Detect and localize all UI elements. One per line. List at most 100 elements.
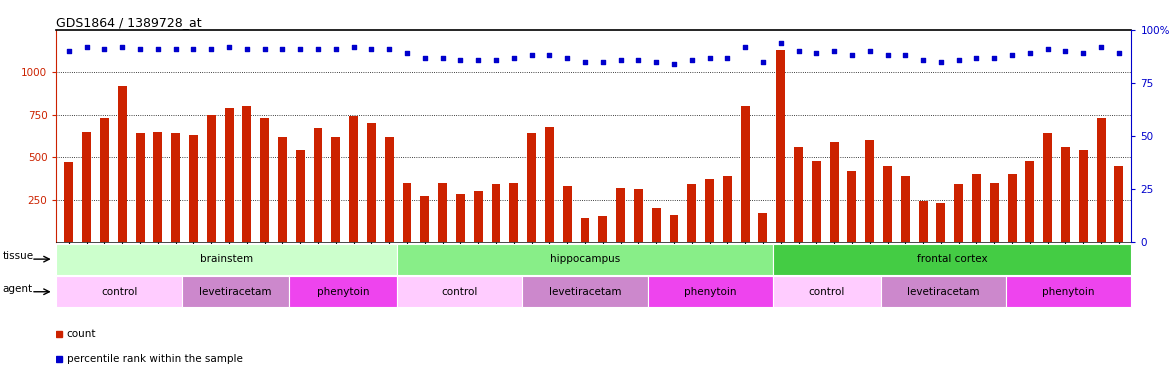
Point bbox=[861, 48, 880, 54]
Bar bbox=[687, 184, 696, 242]
Point bbox=[308, 46, 327, 52]
Bar bbox=[544, 127, 554, 242]
Bar bbox=[741, 106, 749, 242]
Point bbox=[433, 54, 452, 60]
Point bbox=[345, 44, 363, 50]
Text: agent: agent bbox=[2, 284, 33, 294]
Point bbox=[113, 44, 132, 50]
Point bbox=[754, 59, 773, 65]
Bar bbox=[883, 166, 891, 242]
Bar bbox=[522, 276, 648, 307]
Point bbox=[238, 46, 256, 52]
Bar bbox=[901, 176, 910, 242]
Bar bbox=[616, 188, 624, 242]
Bar bbox=[242, 106, 252, 242]
Bar bbox=[349, 117, 358, 242]
Point bbox=[522, 53, 541, 58]
Bar bbox=[973, 174, 981, 242]
Bar bbox=[456, 194, 465, 242]
Bar bbox=[385, 137, 394, 242]
Bar bbox=[1005, 276, 1131, 307]
Point bbox=[842, 53, 861, 58]
Bar bbox=[396, 276, 522, 307]
Point bbox=[789, 48, 808, 54]
Bar bbox=[918, 201, 928, 242]
Bar bbox=[830, 142, 838, 242]
Bar bbox=[634, 189, 643, 242]
Point bbox=[717, 54, 736, 60]
Text: levetiracetam: levetiracetam bbox=[200, 287, 272, 297]
Point bbox=[452, 57, 470, 63]
Point bbox=[594, 59, 613, 65]
Point bbox=[397, 50, 416, 56]
Point bbox=[505, 54, 523, 60]
Point bbox=[949, 57, 968, 63]
Point bbox=[736, 44, 755, 50]
Point bbox=[914, 57, 933, 63]
Point bbox=[148, 46, 167, 52]
Point bbox=[1056, 48, 1075, 54]
Bar bbox=[599, 216, 607, 242]
Point bbox=[896, 53, 915, 58]
Point bbox=[967, 54, 985, 60]
Bar bbox=[367, 123, 376, 242]
Text: percentile rank within the sample: percentile rank within the sample bbox=[67, 354, 242, 364]
Bar bbox=[990, 183, 998, 242]
Bar bbox=[773, 244, 1131, 274]
Bar bbox=[296, 150, 305, 242]
Text: GDS1864 / 1389728_at: GDS1864 / 1389728_at bbox=[56, 16, 202, 29]
Point bbox=[273, 46, 292, 52]
Bar bbox=[65, 162, 73, 242]
Bar bbox=[581, 218, 589, 242]
Bar bbox=[82, 132, 92, 242]
Bar bbox=[652, 208, 661, 242]
Bar bbox=[182, 276, 289, 307]
Point bbox=[1003, 53, 1022, 58]
Text: phenytoin: phenytoin bbox=[684, 287, 736, 297]
Bar bbox=[56, 276, 182, 307]
Point bbox=[700, 54, 719, 60]
Bar bbox=[848, 171, 856, 242]
Bar bbox=[118, 86, 127, 242]
Text: brainstem: brainstem bbox=[200, 254, 253, 264]
Point bbox=[131, 46, 149, 52]
Point bbox=[1038, 46, 1057, 52]
Point bbox=[415, 54, 434, 60]
Bar bbox=[100, 118, 109, 242]
Bar bbox=[509, 183, 519, 242]
Point bbox=[469, 57, 488, 63]
Point bbox=[202, 46, 221, 52]
Bar bbox=[172, 134, 180, 242]
Point bbox=[60, 48, 79, 54]
Point bbox=[557, 54, 576, 60]
Bar bbox=[314, 128, 322, 242]
Bar bbox=[225, 108, 234, 242]
Point bbox=[327, 46, 346, 52]
Point bbox=[647, 59, 666, 65]
Point bbox=[878, 53, 897, 58]
Bar bbox=[1096, 118, 1105, 242]
Bar bbox=[1078, 150, 1088, 242]
Point bbox=[807, 50, 826, 56]
Point bbox=[95, 46, 114, 52]
Bar bbox=[881, 276, 1005, 307]
Text: tissue: tissue bbox=[2, 251, 34, 261]
Point bbox=[78, 44, 96, 50]
Point bbox=[290, 46, 309, 52]
Text: control: control bbox=[809, 287, 844, 297]
Text: phenytoin: phenytoin bbox=[316, 287, 369, 297]
Bar bbox=[332, 137, 340, 242]
Bar bbox=[207, 115, 215, 242]
Bar bbox=[1008, 174, 1016, 242]
Point bbox=[185, 46, 203, 52]
Point bbox=[984, 54, 1003, 60]
Bar bbox=[759, 213, 768, 242]
Point bbox=[771, 40, 790, 46]
Bar bbox=[794, 147, 803, 242]
Point bbox=[824, 48, 843, 54]
Bar bbox=[723, 176, 731, 242]
Bar bbox=[439, 183, 447, 242]
Point bbox=[1109, 50, 1128, 56]
Bar bbox=[396, 244, 773, 274]
Point bbox=[682, 57, 701, 63]
